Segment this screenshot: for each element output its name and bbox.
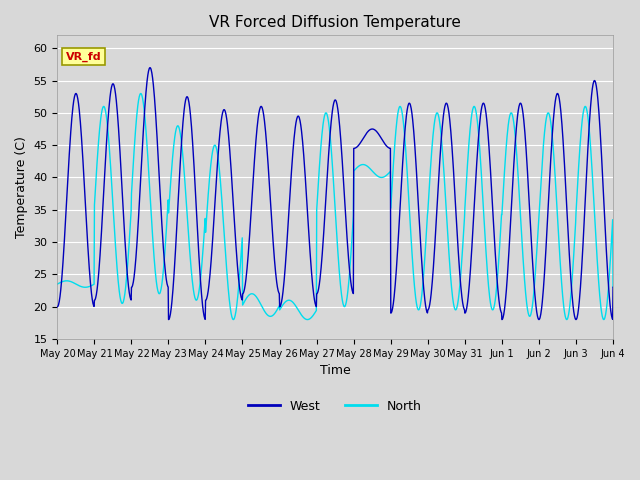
Legend: West, North: West, North <box>243 395 427 418</box>
X-axis label: Time: Time <box>319 364 351 377</box>
Title: VR Forced Diffusion Temperature: VR Forced Diffusion Temperature <box>209 15 461 30</box>
Text: VR_fd: VR_fd <box>66 52 101 62</box>
Y-axis label: Temperature (C): Temperature (C) <box>15 136 28 238</box>
